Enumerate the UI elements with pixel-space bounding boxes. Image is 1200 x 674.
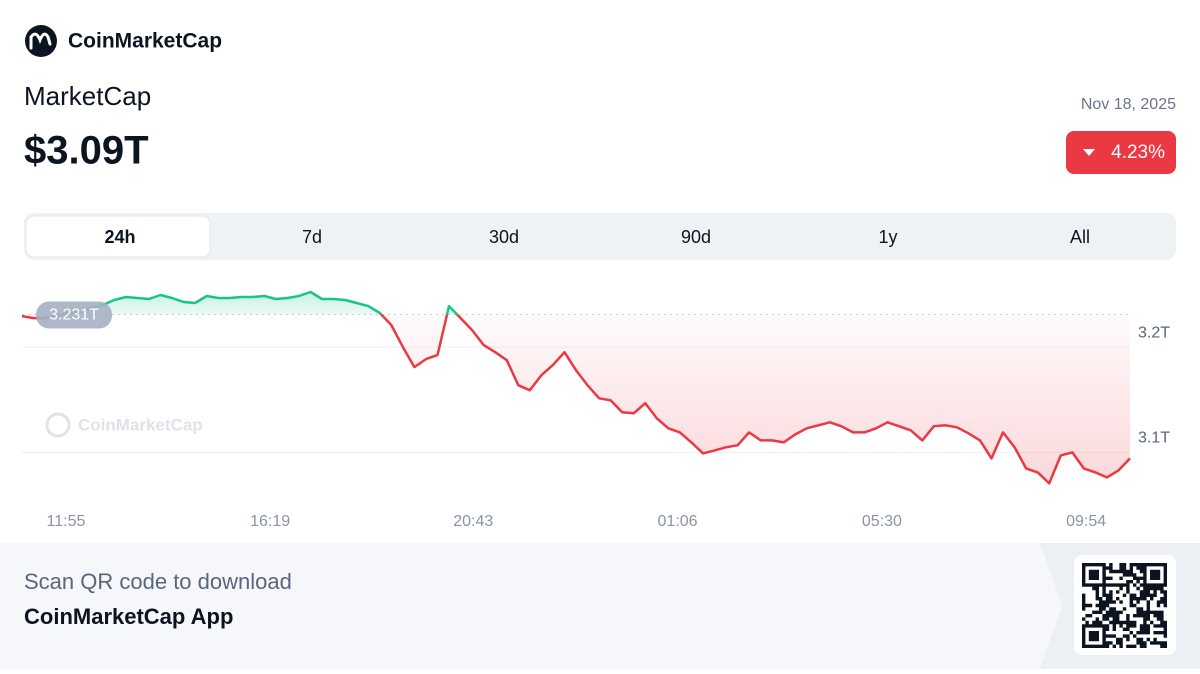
change-badge [1066,131,1176,174]
brand: CoinMarketCap [68,30,222,53]
x-tick-label: 16:19 [250,513,290,530]
reference-label: 3.231T [49,307,99,324]
footer-line2: CoinMarketCap App [24,604,233,629]
qr-code [1082,563,1167,648]
area [22,292,1130,484]
logo-glyph [29,32,52,50]
down-arrow [1083,149,1095,156]
watermark: CoinMarketCap [78,415,203,434]
y-tick-label: 3.2T [1138,324,1170,341]
tab-label[interactable]: 7d [302,227,322,247]
qr-modules [1082,563,1167,648]
footer-band [0,543,1200,669]
change-value: 4.23% [1111,142,1165,163]
date: Nov 18, 2025 [1081,96,1176,113]
tab-label[interactable]: All [1070,227,1090,247]
tab-bar [24,213,1176,260]
x-tick-label: 20:43 [453,513,493,530]
tab[interactable]: 30d [408,213,600,260]
tab[interactable]: 1y [792,213,984,260]
price-line [21,290,1131,485]
metric-title: MarketCap [24,81,151,111]
footer-line1: Scan QR code to download [24,569,292,594]
tab-label[interactable]: 1y [878,227,897,247]
metric-value: $3.09T [24,129,149,173]
x-tick-label: 09:54 [1066,513,1106,530]
tab-label[interactable]: 30d [489,227,519,247]
x-tick-label: 05:30 [862,513,902,530]
watermark-icon [45,412,71,438]
tab-label[interactable]: 24h [104,227,135,247]
tab[interactable]: 7d [216,213,408,260]
tab-label[interactable]: 90d [681,227,711,247]
x-tick-label: 11:55 [47,513,86,530]
active-tab [25,215,211,258]
tab[interactable]: All [984,213,1176,260]
reference-pill [36,301,112,329]
x-tick-label: 01:06 [658,513,698,530]
tab[interactable]: 90d [600,213,792,260]
tab[interactable]: 24h [24,213,216,260]
y-tick-label: 3.1T [1138,430,1170,447]
logo: CoinMarketCap [25,25,222,57]
